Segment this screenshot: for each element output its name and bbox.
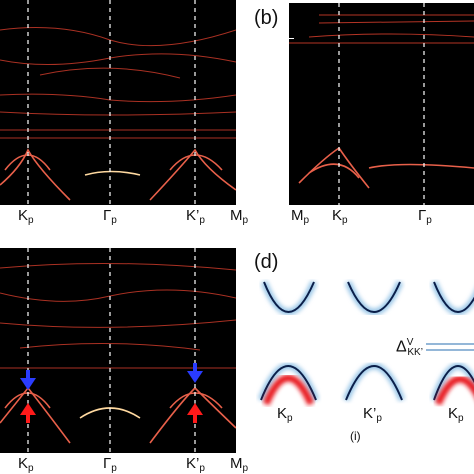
panel-a-plot <box>0 0 236 205</box>
panel-c-plot <box>0 248 236 453</box>
panel-d-tick-k: Kp <box>277 405 293 424</box>
panel-b-tick-gamma: Γp <box>418 207 432 226</box>
panel-c-tick-kprime: K’p <box>186 455 205 474</box>
panel-a-bands <box>0 0 236 205</box>
red-arrow-right <box>187 403 203 423</box>
subfigure-caption: (i) <box>350 429 361 443</box>
panel-a-tick-gamma: Γp <box>103 207 117 226</box>
panel-b-label: (b) <box>254 7 279 29</box>
panel-c-tick-m: Mp <box>230 455 249 474</box>
panel-c-bands <box>0 248 236 453</box>
red-arrow-left <box>20 403 36 423</box>
panel-d-label: (d) <box>254 251 279 273</box>
blue-arrow-right <box>187 363 203 383</box>
panel-c-tick-k: Kp <box>18 455 34 474</box>
panel-b-tick-m: Mp <box>291 207 310 226</box>
panel-c-tick-gamma: Γp <box>103 455 117 474</box>
panel-b-tick-k: Kp <box>332 207 348 226</box>
blue-arrow-left <box>20 370 36 390</box>
panel-d-tick-k2: Kp <box>448 405 464 424</box>
panel-d-tick-kprime: K’p <box>363 405 382 424</box>
panel-a-tick-m: Mp <box>230 207 249 226</box>
panel-b-plot <box>289 3 474 205</box>
panel-b-bands <box>289 3 474 205</box>
panel-a-tick-k: Kp <box>18 207 34 226</box>
delta-kk-label: ΔVKK’ <box>396 337 423 359</box>
panel-a-tick-kprime: K’p <box>186 207 205 226</box>
panel-d-schematic <box>257 280 474 406</box>
